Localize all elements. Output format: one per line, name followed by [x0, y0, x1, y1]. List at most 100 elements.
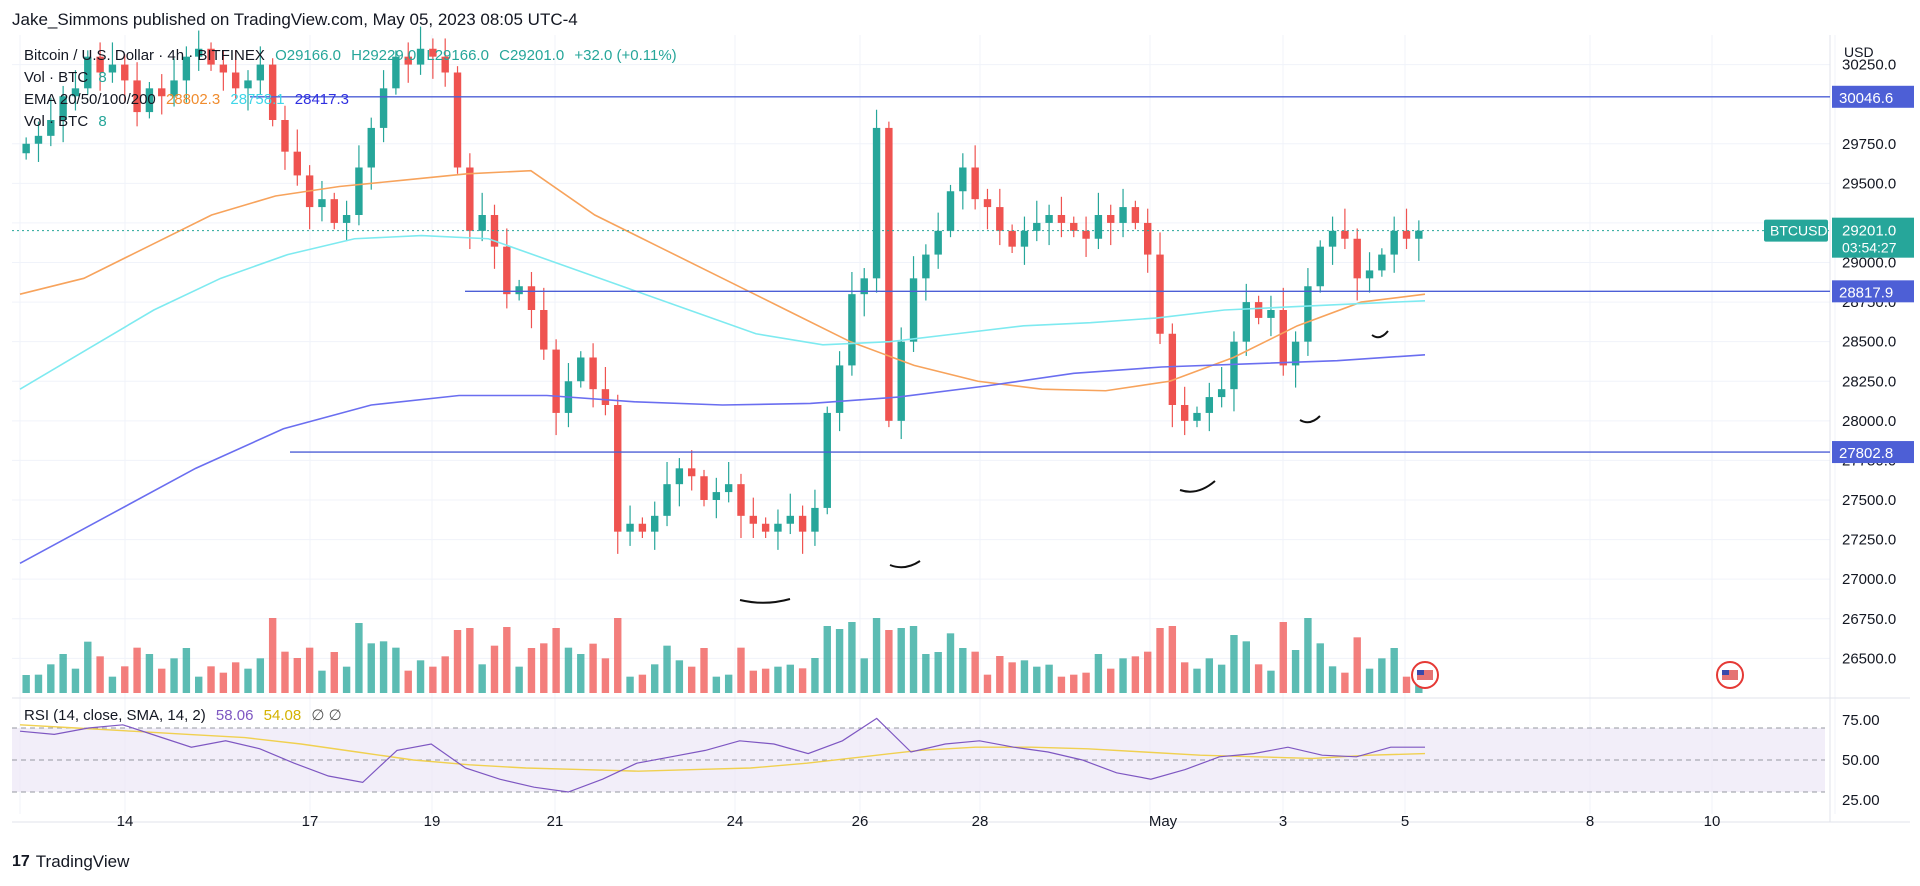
candle-body — [1193, 412, 1201, 421]
candle-body — [71, 88, 80, 97]
candle-body — [355, 167, 363, 215]
rsi-tick-label: 25.00 — [1842, 792, 1880, 809]
volume-bar — [1119, 658, 1127, 693]
rsi-label[interactable]: RSI (14, close, SMA, 14, 2) — [24, 707, 206, 724]
volume-bar — [392, 647, 400, 693]
volume-bar — [22, 675, 30, 693]
candle-body — [848, 294, 856, 366]
drawn-mark — [1299, 415, 1321, 424]
candle-body — [268, 64, 277, 120]
candle-body — [1180, 405, 1189, 421]
time-axis: 14 17 19 21 24 26 28 May 3 5 8 10 — [117, 813, 1721, 830]
volume-bar — [490, 645, 499, 693]
volume-bar — [108, 676, 117, 693]
volume-bar — [293, 658, 301, 693]
candle-body — [1230, 341, 1238, 390]
close-value: C29201.0 — [499, 47, 565, 64]
candle-body — [515, 286, 523, 295]
candle-body — [1415, 230, 1423, 239]
volume-bar — [651, 664, 659, 693]
volume-bar — [1057, 676, 1066, 693]
ema-label[interactable]: EMA 20/50/100/200 — [24, 91, 156, 108]
candle-body — [1020, 230, 1029, 247]
candle-body — [774, 523, 782, 532]
brand-name: TradingView — [35, 852, 130, 871]
candle-body — [1070, 222, 1078, 231]
level-tag-low-bg — [1832, 441, 1914, 464]
rsi-value: 58.06 — [215, 707, 254, 724]
candle-body — [798, 515, 807, 532]
rsi-sma-line — [19, 724, 1426, 772]
symbol-name[interactable]: Bitcoin / U.S. Dollar · 4h · BITFINEX — [24, 47, 265, 64]
volume-bar — [564, 647, 573, 693]
us-flag-stripes — [1417, 670, 1433, 680]
candle-body — [195, 48, 203, 57]
volume-bar — [281, 651, 289, 693]
rsi-symbols: ∅ ∅ — [311, 707, 342, 724]
candle-body — [1328, 230, 1337, 247]
rsi-band — [12, 728, 1825, 792]
drawn-mark — [1371, 330, 1389, 339]
drawn-mark — [739, 598, 791, 604]
candle-body — [342, 215, 351, 223]
volume-bar — [1144, 651, 1152, 693]
ema50-value: 28758.1 — [230, 91, 285, 108]
volume-bar — [737, 647, 745, 693]
volume-bar — [429, 666, 437, 693]
legend-volume-row: Vol · BTC 8 — [24, 69, 113, 86]
volume-bar — [971, 651, 979, 693]
volume-bar — [355, 623, 363, 693]
volume-bar — [1020, 660, 1029, 693]
volume-bar — [170, 658, 178, 693]
candle-body — [1033, 222, 1041, 231]
candle-body — [811, 507, 819, 532]
us-flag-canton — [1722, 670, 1729, 675]
candle-body — [1008, 230, 1016, 247]
time-tick-label: 14 — [117, 813, 134, 830]
volume-bar — [96, 656, 104, 693]
candle-body — [1107, 215, 1115, 223]
candle-body — [872, 127, 881, 279]
volume-bar — [342, 666, 351, 693]
volume-bar — [182, 648, 191, 693]
volume-label[interactable]: Vol · BTC — [24, 69, 89, 86]
volume-bar — [84, 641, 92, 693]
level-tag-top: 30046.6 — [1839, 90, 1893, 107]
candle-body — [207, 48, 215, 65]
candle-body — [601, 389, 610, 405]
volume-bar — [379, 641, 388, 693]
candle-body — [47, 120, 55, 136]
volume-bar — [552, 628, 560, 693]
us-flag-canton — [1417, 670, 1424, 675]
candle-body — [922, 254, 930, 279]
ema20-line — [19, 169, 1426, 392]
last-price-tag: 29201.0 — [1842, 223, 1896, 240]
low-value: L29166.0 — [426, 47, 489, 64]
volume-bar — [786, 664, 794, 693]
time-tick-label: 28 — [972, 813, 989, 830]
drawn-mark — [1179, 480, 1216, 493]
candle-body — [983, 199, 992, 208]
candle-body — [318, 199, 326, 208]
volume-bar — [774, 666, 782, 693]
time-tick-label: May — [1149, 813, 1178, 830]
candle-body — [330, 199, 338, 223]
time-tick-label: 24 — [727, 813, 744, 830]
volume-bar — [256, 658, 265, 693]
volume-bar — [1291, 650, 1300, 693]
volume-bar — [1033, 666, 1041, 693]
legend-rsi-row: RSI (14, close, SMA, 14, 2) 58.06 54.08 … — [24, 706, 348, 724]
volume-bar — [441, 656, 449, 693]
volume-bar — [453, 630, 462, 693]
price-tick-label: 27000.0 — [1842, 571, 1896, 588]
candle-body — [121, 64, 129, 81]
high-value: H29229.0 — [351, 47, 417, 64]
volume-label-2[interactable]: Vol · BTC — [24, 113, 89, 130]
footer-brand[interactable]: 17 TradingView — [12, 852, 129, 872]
candle-body — [909, 278, 918, 342]
volume-bar — [601, 658, 610, 693]
volume-bar — [823, 626, 831, 693]
volume-bar — [466, 628, 474, 693]
candle-body — [404, 56, 412, 65]
